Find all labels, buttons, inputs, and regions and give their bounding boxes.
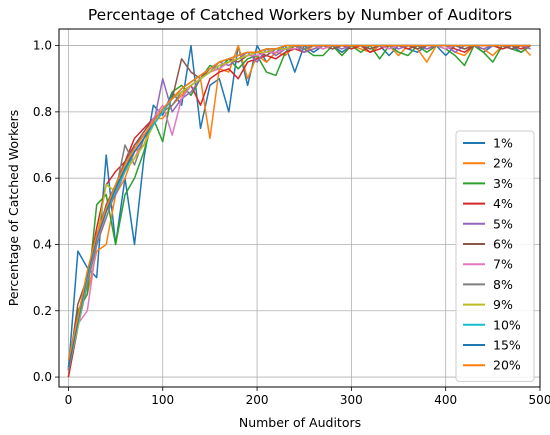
y-tick-label: 0.4 xyxy=(33,237,52,251)
plot-frame xyxy=(58,28,541,388)
series-lines xyxy=(67,44,532,378)
y-tick-label: 1.0 xyxy=(33,39,52,53)
axis-ticks: 0 100 200 300 400 500 0.0 0.2 0.4 0.6 0.8 1.0 xyxy=(33,39,550,407)
legend: 1% 2% 3% 4% 5% 6% 7% 8% 9% 10% 15% 20% xyxy=(455,130,535,382)
legend-label: 8% xyxy=(493,277,513,292)
x-tick-label: 500 xyxy=(529,393,550,407)
y-axis-label: Percentage of Catched Workers xyxy=(6,110,21,307)
legend-label: 3% xyxy=(493,176,513,191)
y-tick-label: 0.0 xyxy=(33,370,52,384)
x-tick-label: 0 xyxy=(65,393,73,407)
legend-label: 2% xyxy=(493,156,513,171)
x-axis-label: Number of Auditors xyxy=(239,415,361,430)
legend-label: 5% xyxy=(493,216,513,231)
series-line-4pct xyxy=(67,44,531,378)
legend-label: 6% xyxy=(493,237,513,252)
legend-label: 15% xyxy=(493,338,521,353)
y-tick-label: 0.6 xyxy=(33,171,52,185)
legend-label: 1% xyxy=(493,136,513,151)
legend-box xyxy=(455,130,535,382)
legend-label: 20% xyxy=(493,358,521,373)
y-tick-label: 0.8 xyxy=(33,105,52,119)
series-line-20pct xyxy=(67,44,531,361)
legend-label: 4% xyxy=(493,196,513,211)
x-tick-label: 100 xyxy=(151,393,174,407)
x-tick-label: 200 xyxy=(246,393,269,407)
legend-label: 10% xyxy=(493,317,521,332)
series-line-1pct xyxy=(67,44,532,371)
y-tick-label: 0.2 xyxy=(33,304,52,318)
x-tick-label: 400 xyxy=(434,393,457,407)
x-tick-label: 300 xyxy=(340,393,363,407)
chart-title: Percentage of Catched Workers by Number … xyxy=(88,6,512,24)
legend-label: 9% xyxy=(493,297,513,312)
legend-label: 7% xyxy=(493,257,513,272)
